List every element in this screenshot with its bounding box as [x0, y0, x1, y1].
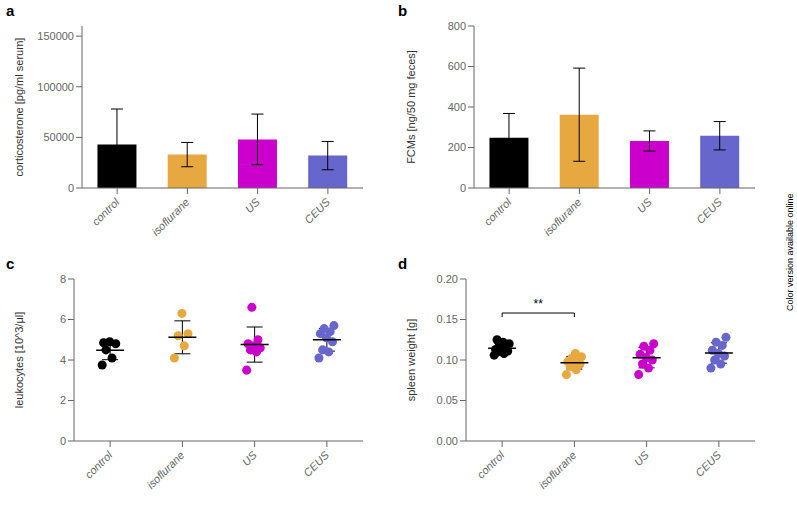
svg-text:200: 200: [448, 141, 466, 153]
svg-text:0.05: 0.05: [437, 394, 458, 406]
svg-text:CEUS: CEUS: [302, 195, 333, 226]
html-text:c: c: [6, 255, 15, 272]
svg-text:US: US: [632, 448, 652, 468]
svg-text:US: US: [635, 195, 655, 215]
svg-text:**: **: [534, 297, 544, 311]
svg-text:6: 6: [60, 313, 66, 325]
html-text:b: b: [398, 2, 408, 19]
svg-text:leukocytes [10^3/μl]: leukocytes [10^3/μl]: [13, 312, 25, 409]
svg-text:isoflurane: isoflurane: [541, 196, 583, 238]
svg-text:50000: 50000: [43, 131, 74, 143]
svg-text:100000: 100000: [37, 81, 74, 93]
svg-text:0: 0: [460, 182, 466, 194]
svg-text:0.00: 0.00: [437, 435, 458, 447]
html-text:Color version available online: Color version available online: [785, 193, 795, 312]
svg-text:8: 8: [60, 273, 66, 285]
svg-text:2: 2: [60, 394, 66, 406]
svg-text:isoflurane: isoflurane: [144, 449, 186, 491]
html-text:a: a: [6, 2, 15, 19]
svg-text:0: 0: [60, 435, 66, 447]
svg-text:0.20: 0.20: [437, 273, 458, 285]
svg-text:control: control: [83, 448, 115, 480]
html-text:d: d: [398, 255, 408, 272]
svg-text:0.10: 0.10: [437, 354, 458, 366]
svg-text:CEUS: CEUS: [694, 195, 725, 226]
svg-text:150000: 150000: [37, 30, 74, 42]
svg-text:0.15: 0.15: [437, 313, 458, 325]
svg-text:US: US: [240, 448, 260, 468]
svg-text:4: 4: [60, 354, 66, 366]
svg-text:400: 400: [448, 101, 466, 113]
svg-text:spleen weight [g]: spleen weight [g]: [405, 319, 417, 402]
svg-text:600: 600: [448, 60, 466, 72]
svg-text:0: 0: [68, 182, 74, 194]
svg-text:isoflurane: isoflurane: [149, 196, 191, 238]
svg-text:isoflurane: isoflurane: [536, 449, 578, 491]
svg-text:control: control: [482, 195, 514, 227]
svg-text:control: control: [475, 448, 507, 480]
svg-text:800: 800: [448, 20, 466, 32]
svg-text:CEUS: CEUS: [693, 448, 724, 479]
svg-text:control: control: [90, 195, 122, 227]
svg-text:US: US: [243, 195, 263, 215]
svg-text:CEUS: CEUS: [301, 448, 332, 479]
svg-text:FCMs [ng/50 mg feces]: FCMs [ng/50 mg feces]: [405, 50, 417, 164]
svg-text:corticosterone [pg/ml serum]: corticosterone [pg/ml serum]: [13, 38, 25, 177]
